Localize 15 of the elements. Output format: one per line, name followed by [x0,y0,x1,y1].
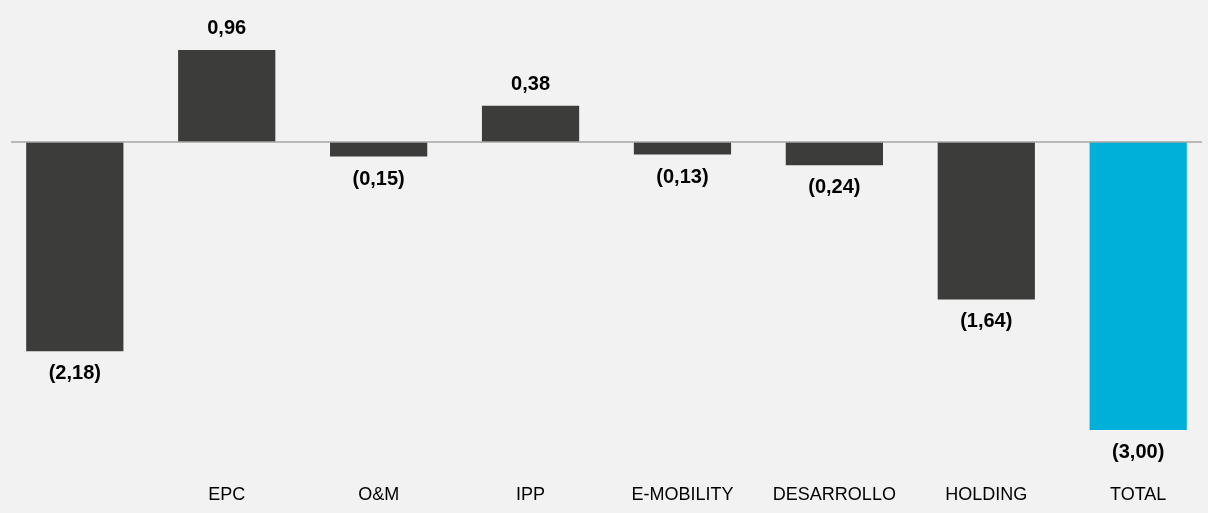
x-tick-label: HOLDING [945,483,1028,504]
x-tick-label: EPC [208,483,246,504]
data-label: (0,13) [656,164,709,187]
x-tick-label: DESARROLLO [772,483,896,504]
data-label: (2,18) [48,361,101,384]
x-tick-label: O&M [358,483,400,504]
x-tick-label: E-MOBILITY [631,483,734,504]
x-tick-label: IPP [516,483,546,504]
data-label: 0,38 [511,71,551,94]
x-tick-label: TOTAL [1110,483,1167,504]
data-label: (3,00) [1112,440,1165,462]
data-label: 0,96 [207,16,247,38]
data-label: (1,64) [960,309,1013,332]
data-label: (0,24) [808,175,861,198]
data-label: (0,15) [352,166,405,189]
